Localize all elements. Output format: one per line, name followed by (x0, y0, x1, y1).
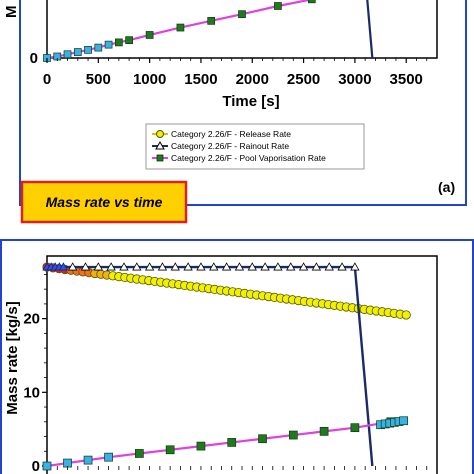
pool-vaporisation-marker (288, 430, 298, 440)
legend-label-release: Category 2.26/F - Release Rate (171, 129, 291, 139)
rainout-rate-marker (93, 262, 104, 271)
yellow-circle-icon (156, 130, 164, 138)
y-tick-label: 0 (32, 458, 40, 474)
pool-vaporisation-marker (176, 23, 185, 32)
panel-b-x-axis (56, 466, 428, 470)
rainout-rate-marker (324, 262, 334, 271)
pool-vaporisation-marker (73, 48, 82, 56)
panel-b-y-label: Mass rate [kg/s] (4, 301, 21, 414)
legend-label-pool: Category 2.26/F - Pool Vaporisation Rate (171, 153, 326, 163)
legend-item-rainout: Category 2.26/F - Rainout Rate (152, 140, 289, 151)
rainout-rate-marker (209, 262, 219, 271)
pool-vaporisation-marker (207, 17, 216, 25)
pool-vaporisation-marker (319, 427, 329, 436)
pool-vaporisation-marker (145, 31, 154, 39)
pool-vaporisation-marker (227, 438, 237, 447)
pool-vaporisation-marker (125, 36, 133, 45)
pool-vaporisation-marker (196, 441, 206, 451)
rainout-rate-marker (298, 262, 309, 271)
pool-vaporisation-marker (135, 449, 144, 458)
rainout-rate-marker (311, 262, 322, 271)
x-tick-label: 3000 (338, 71, 371, 88)
panel-a-frame (19, 0, 467, 206)
pool-vaporisation-marker (104, 40, 113, 49)
pool-vaporisation-marker (114, 38, 123, 47)
x-tick-label: 2500 (287, 71, 320, 88)
legend-box (145, 123, 365, 170)
panel-a-series (43, 0, 374, 62)
legend-label-rainout: Category 2.26/F - Rainout Rate (171, 141, 289, 151)
rainout-rate-marker (157, 262, 168, 271)
rainout-rate-marker (132, 262, 142, 271)
pool-vaporisation-marker (274, 2, 282, 10)
banner-box (20, 180, 188, 224)
rainout-rate-marker (221, 262, 232, 271)
panel-a-x-axis: 0 500 1000 1500 2000 2500 3000 3500 (43, 58, 428, 88)
rainout-rate-marker (144, 262, 155, 271)
pool-vaporisation-marker (42, 461, 52, 471)
y-tick-label: 10 (23, 384, 40, 401)
pool-vaporisation-marker (83, 455, 93, 465)
x-tick-label: 3500 (390, 71, 423, 88)
pool-vaporisation-marker (63, 50, 72, 59)
pool-vaporisation-marker (307, 0, 316, 4)
panel-label-a: (a) (438, 179, 455, 195)
rainout-rate-marker (337, 262, 347, 271)
rainout-rate-marker (183, 262, 193, 271)
panel-b: Mass rate [kg/s] 0 10 20 (0, 239, 474, 474)
pool-vaporisation-marker (350, 423, 360, 433)
legend-item-release: Category 2.26/F - Release Rate (152, 129, 291, 139)
rainout-rate-marker (80, 262, 91, 271)
x-tick-label: 0 (43, 71, 51, 88)
rainout-rate-marker (234, 262, 245, 271)
rainout-rate-marker (196, 262, 206, 271)
rainout-rate-marker (286, 262, 296, 271)
x-tick-label: 2000 (236, 71, 269, 88)
legend: Category 2.26/F - Release Rate Category … (145, 123, 365, 170)
pool-vaporisation-marker (238, 10, 246, 19)
x-tick-label: 1500 (184, 71, 217, 88)
panel-a-x-label: Time [s] (222, 93, 279, 110)
pool-vaporisation-marker (399, 416, 408, 426)
green-square-icon (156, 154, 164, 162)
panel-a-y-label: M (3, 6, 20, 19)
banner-title: Mass rate vs time (46, 194, 163, 210)
white-triangle-icon (155, 140, 165, 150)
rainout-rate-marker (170, 262, 180, 271)
x-tick-label: 1000 (133, 71, 166, 88)
rainout-rate-marker (119, 262, 129, 271)
pool-vaporisation-marker (84, 45, 92, 54)
pool-vaporisation-marker (94, 43, 103, 52)
banner: Mass rate vs time (20, 180, 188, 224)
rainout-rate-marker (350, 262, 360, 271)
panel-a: M 0 0 500 1000 1500 2000 2500 3000 3500 Time [s… (3, 0, 467, 206)
release-rate-marker (401, 310, 411, 320)
panel-b-series (42, 262, 411, 471)
panel-a-plot-area (46, 0, 438, 59)
x-tick-label: 500 (86, 71, 111, 88)
panel-b-frame (0, 239, 474, 474)
rainout-rate-marker (58, 262, 69, 271)
y-tick-label: 20 (23, 311, 40, 328)
rainout-rate-marker (106, 262, 116, 271)
rainout-rate-line (366, 0, 374, 59)
rainout-rate-marker (273, 262, 283, 271)
pool-vaporisation-marker (165, 445, 175, 455)
rainout-rate-marker (260, 262, 270, 271)
rainout-rate-marker (247, 262, 257, 271)
pool-vaporisation-marker (63, 458, 72, 468)
rainout-rate-marker (67, 262, 78, 271)
panel-a-y-tick-0: 0 (30, 50, 38, 67)
legend-item-pool: Category 2.26/F - Pool Vaporisation Rate (152, 153, 326, 163)
pool-vaporisation-marker (258, 434, 267, 444)
pool-vaporisation-marker (104, 452, 113, 462)
panel-b-y-axis: 0 10 20 (23, 274, 47, 474)
